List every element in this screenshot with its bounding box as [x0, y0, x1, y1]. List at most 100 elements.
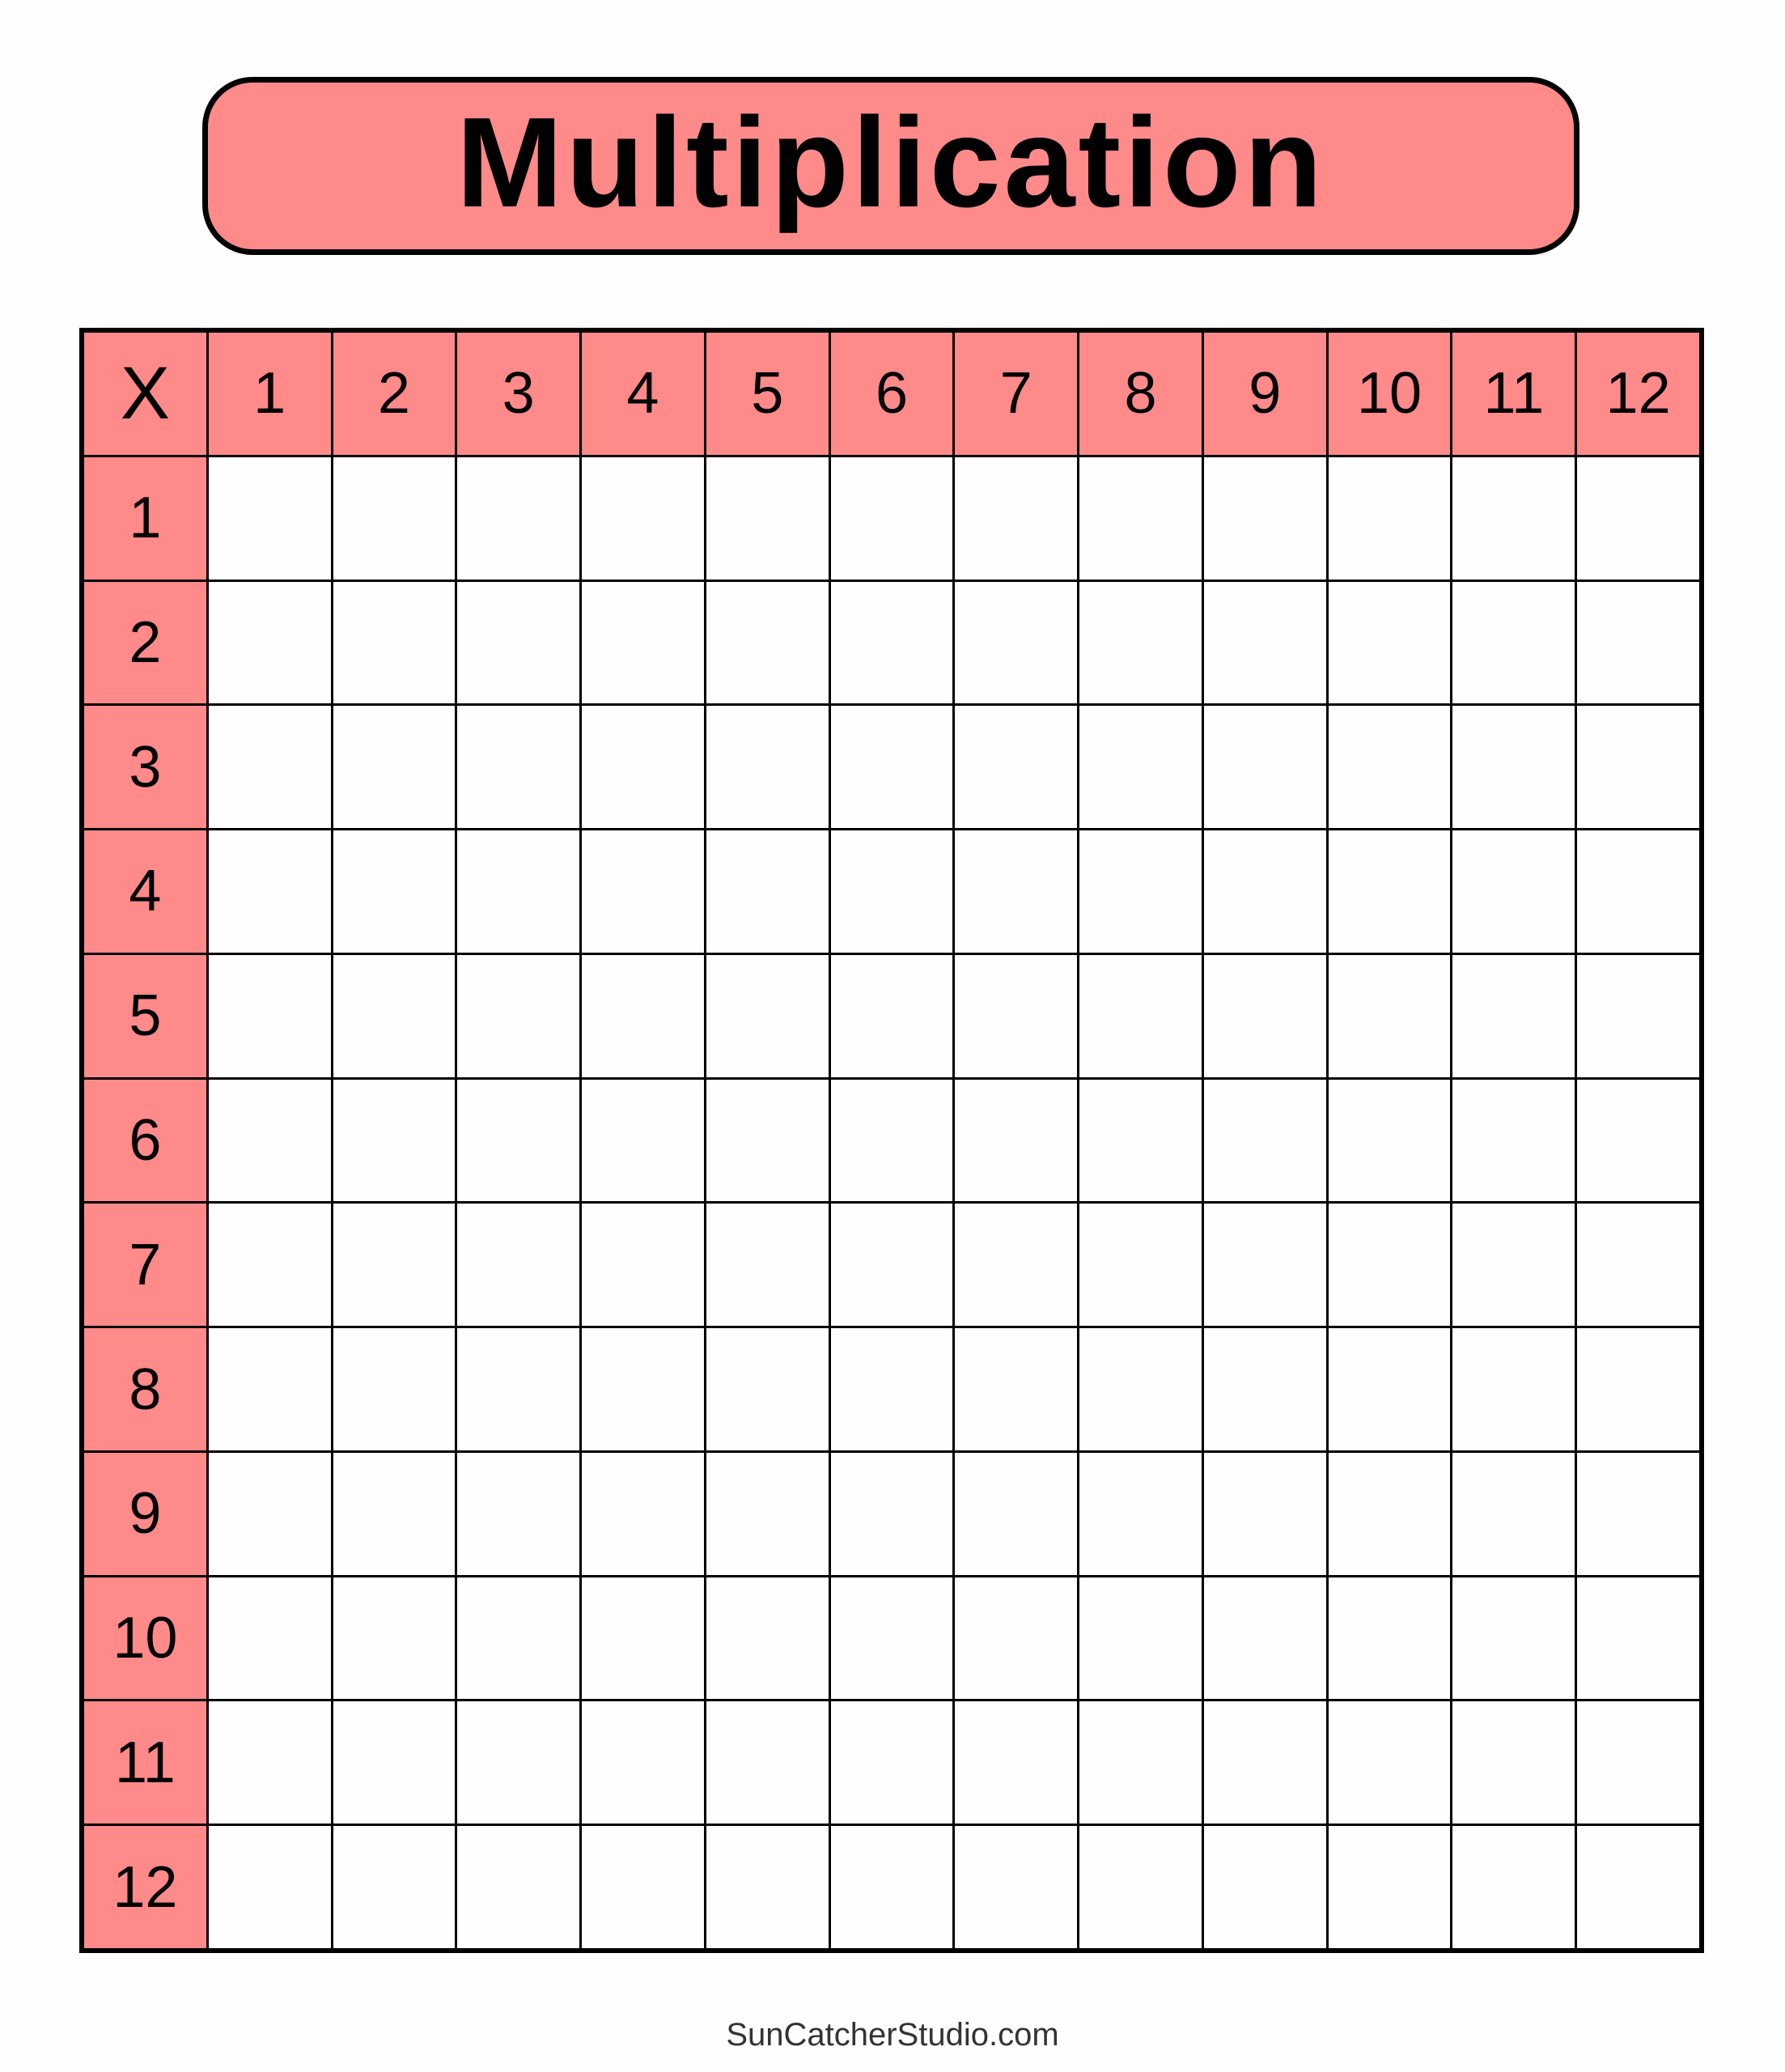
answer-cell[interactable] [830, 581, 953, 704]
answer-cell[interactable] [457, 456, 580, 580]
answer-cell[interactable] [582, 954, 704, 1077]
answer-cell[interactable] [1203, 830, 1326, 953]
answer-cell[interactable] [582, 456, 704, 580]
answer-cell[interactable] [208, 1079, 331, 1202]
answer-cell[interactable] [955, 1701, 1078, 1824]
answer-cell[interactable] [582, 830, 704, 953]
answer-cell[interactable] [1079, 706, 1202, 829]
answer-cell[interactable] [955, 1826, 1078, 1948]
answer-cell[interactable] [1328, 1826, 1451, 1948]
answer-cell[interactable] [582, 1701, 704, 1824]
answer-cell[interactable] [457, 581, 580, 704]
answer-cell[interactable] [1203, 1452, 1326, 1575]
answer-cell[interactable] [1203, 1826, 1326, 1948]
answer-cell[interactable] [457, 706, 580, 829]
answer-cell[interactable] [1452, 581, 1575, 704]
answer-cell[interactable] [1203, 954, 1326, 1077]
answer-cell[interactable] [1079, 1079, 1202, 1202]
answer-cell[interactable] [333, 1204, 456, 1327]
answer-cell[interactable] [706, 1452, 829, 1575]
answer-cell[interactable] [1203, 1701, 1326, 1824]
answer-cell[interactable] [706, 954, 829, 1077]
answer-cell[interactable] [830, 1826, 953, 1948]
answer-cell[interactable] [457, 1328, 580, 1450]
answer-cell[interactable] [830, 830, 953, 953]
answer-cell[interactable] [208, 1577, 331, 1700]
answer-cell[interactable] [1452, 1701, 1575, 1824]
answer-cell[interactable] [208, 1204, 331, 1327]
answer-cell[interactable] [1577, 581, 1699, 704]
answer-cell[interactable] [457, 1701, 580, 1824]
answer-cell[interactable] [333, 830, 456, 953]
answer-cell[interactable] [1577, 1826, 1699, 1948]
answer-cell[interactable] [1328, 1701, 1451, 1824]
answer-cell[interactable] [1328, 581, 1451, 704]
answer-cell[interactable] [582, 706, 704, 829]
answer-cell[interactable] [1203, 1328, 1326, 1450]
answer-cell[interactable] [208, 1826, 331, 1948]
answer-cell[interactable] [830, 1577, 953, 1700]
answer-cell[interactable] [1577, 706, 1699, 829]
answer-cell[interactable] [1328, 1452, 1451, 1575]
answer-cell[interactable] [706, 581, 829, 704]
answer-cell[interactable] [457, 1452, 580, 1575]
answer-cell[interactable] [208, 1701, 331, 1824]
answer-cell[interactable] [1452, 954, 1575, 1077]
answer-cell[interactable] [333, 581, 456, 704]
answer-cell[interactable] [1328, 954, 1451, 1077]
answer-cell[interactable] [1079, 954, 1202, 1077]
answer-cell[interactable] [955, 581, 1078, 704]
answer-cell[interactable] [1203, 1079, 1326, 1202]
answer-cell[interactable] [1452, 1079, 1575, 1202]
answer-cell[interactable] [1452, 706, 1575, 829]
answer-cell[interactable] [830, 954, 953, 1077]
answer-cell[interactable] [1452, 1328, 1575, 1450]
answer-cell[interactable] [955, 456, 1078, 580]
answer-cell[interactable] [1577, 1701, 1699, 1824]
answer-cell[interactable] [457, 1577, 580, 1700]
answer-cell[interactable] [333, 1079, 456, 1202]
answer-cell[interactable] [706, 1826, 829, 1948]
answer-cell[interactable] [830, 1452, 953, 1575]
answer-cell[interactable] [333, 1701, 456, 1824]
answer-cell[interactable] [1203, 1577, 1326, 1700]
answer-cell[interactable] [830, 1701, 953, 1824]
answer-cell[interactable] [706, 1328, 829, 1450]
answer-cell[interactable] [1203, 1204, 1326, 1327]
answer-cell[interactable] [1328, 456, 1451, 580]
answer-cell[interactable] [955, 1452, 1078, 1575]
answer-cell[interactable] [333, 1452, 456, 1575]
answer-cell[interactable] [955, 706, 1078, 829]
answer-cell[interactable] [208, 954, 331, 1077]
answer-cell[interactable] [1452, 830, 1575, 953]
answer-cell[interactable] [333, 954, 456, 1077]
answer-cell[interactable] [582, 581, 704, 704]
answer-cell[interactable] [1079, 1701, 1202, 1824]
answer-cell[interactable] [1577, 1328, 1699, 1450]
answer-cell[interactable] [582, 1826, 704, 1948]
answer-cell[interactable] [955, 1204, 1078, 1327]
answer-cell[interactable] [955, 1577, 1078, 1700]
answer-cell[interactable] [1079, 830, 1202, 953]
answer-cell[interactable] [333, 1826, 456, 1948]
answer-cell[interactable] [1328, 706, 1451, 829]
answer-cell[interactable] [457, 830, 580, 953]
answer-cell[interactable] [1328, 1328, 1451, 1450]
answer-cell[interactable] [706, 1701, 829, 1824]
answer-cell[interactable] [1577, 1577, 1699, 1700]
answer-cell[interactable] [333, 456, 456, 580]
answer-cell[interactable] [830, 1079, 953, 1202]
answer-cell[interactable] [706, 1577, 829, 1700]
answer-cell[interactable] [1079, 1577, 1202, 1700]
answer-cell[interactable] [457, 1079, 580, 1202]
answer-cell[interactable] [1328, 1204, 1451, 1327]
answer-cell[interactable] [1203, 706, 1326, 829]
answer-cell[interactable] [333, 706, 456, 829]
answer-cell[interactable] [582, 1328, 704, 1450]
answer-cell[interactable] [1452, 1577, 1575, 1700]
answer-cell[interactable] [1203, 456, 1326, 580]
answer-cell[interactable] [1328, 830, 1451, 953]
answer-cell[interactable] [706, 456, 829, 580]
answer-cell[interactable] [955, 954, 1078, 1077]
answer-cell[interactable] [1079, 581, 1202, 704]
